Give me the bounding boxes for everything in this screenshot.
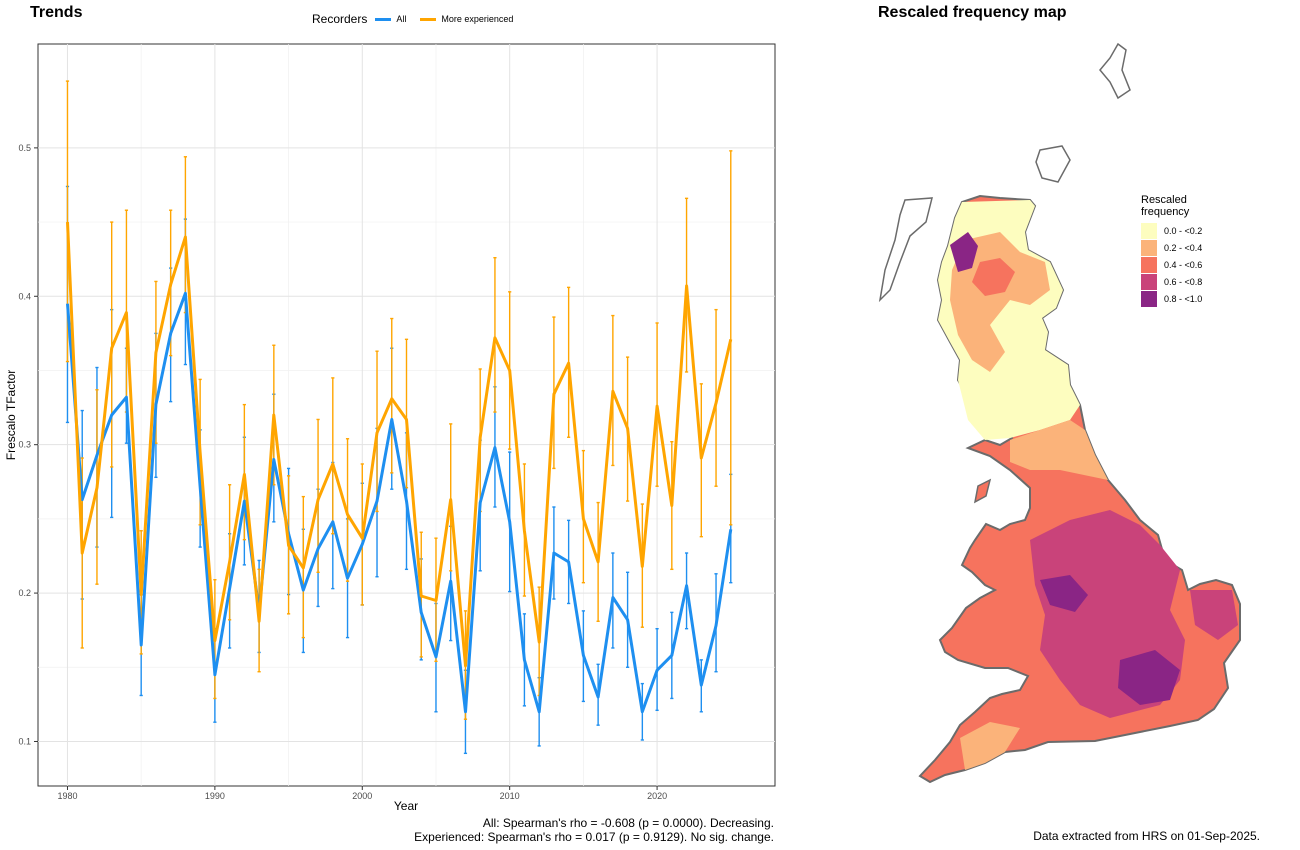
map-legend-item: 0.6 - <0.8: [1141, 273, 1202, 290]
trends-title: Trends: [30, 4, 83, 21]
map-title: Rescaled frequency map: [878, 4, 1067, 21]
map-legend-label: 0.0 - <0.2: [1164, 225, 1203, 236]
error-bar-experienced: [390, 317, 394, 474]
map-east-anglia: [1190, 590, 1238, 640]
x-axis-label: Year: [394, 799, 418, 813]
error-bar-experienced: [729, 150, 733, 526]
map-legend-title-line1: Rescaled: [1141, 194, 1187, 206]
y-tick-label: 0.1: [18, 736, 31, 746]
error-bar-experienced: [242, 403, 246, 541]
map-legend-swatch: [1141, 256, 1157, 273]
map-highland-hotspot: [950, 232, 978, 272]
map-legend-swatch: [1141, 239, 1157, 256]
map-scotland-mid: [950, 232, 1050, 372]
map-legend-swatch: [1141, 273, 1157, 290]
error-bar-experienced: [331, 377, 335, 535]
map-shetland: [1099, 42, 1131, 100]
legend-title: Recorders: [312, 12, 368, 26]
legend-key-experienced: [420, 17, 437, 21]
y-tick-label: 0.5: [18, 143, 31, 153]
map-legend-label: 0.2 - <0.4: [1164, 242, 1203, 253]
error-bar-experienced: [493, 256, 497, 413]
map-legend-item: 0.4 - <0.6: [1141, 256, 1202, 273]
map-legend-item: 0.2 - <0.4: [1141, 239, 1202, 256]
chart-legend: Recorders All More experienced: [312, 12, 525, 26]
y-axis-label: Frescalo TFactor: [4, 370, 18, 460]
series-line-experienced: [66, 222, 733, 668]
series-line-all: [66, 291, 733, 714]
map-legend-swatch: [1141, 290, 1157, 307]
y-tick-label: 0.3: [18, 440, 31, 450]
y-tick-label: 0.4: [18, 291, 31, 301]
map-south-core: [1118, 650, 1180, 705]
map-legend-label: 0.4 - <0.6: [1164, 259, 1203, 270]
map-isle-of-man: [973, 478, 992, 504]
map-legend-label: 0.8 - <1.0: [1164, 293, 1203, 304]
y-tick-label: 0.2: [18, 588, 31, 598]
map-legend-label: 0.6 - <0.8: [1164, 276, 1203, 287]
caption-line-experienced: Experienced: Spearman's rho = 0.017 (p =…: [414, 830, 774, 844]
map-north-england: [1010, 420, 1108, 480]
x-tick-label: 1980: [57, 791, 77, 801]
x-tick-label: 1990: [205, 791, 225, 801]
series-layer: [65, 80, 733, 755]
map-hebrides: [878, 197, 933, 303]
map-legend-title-line2: frequency: [1141, 206, 1190, 218]
map-southwest: [960, 722, 1020, 770]
caption-line-all: All: Spearman's rho = -0.608 (p = 0.0000…: [482, 816, 774, 830]
axes: 0.1 0.2 0.3 0.4 0.5 1980 1990 2000 2010 2020: [18, 143, 667, 801]
map-legend-swatch: [1141, 222, 1157, 239]
error-bar-experienced: [699, 383, 703, 538]
legend-label-experienced: More experienced: [441, 14, 514, 24]
x-tick-label: 2000: [352, 791, 372, 801]
map-orkney: [1035, 145, 1071, 183]
error-bar-experienced: [449, 423, 453, 572]
map-legend-item: 0.0 - <0.2: [1141, 222, 1202, 239]
data-source-note: Data extracted from HRS on 01-Sep-2025.: [1033, 829, 1260, 843]
map-legend: Rescaled frequency 0.0 - <0.2 0.2 - <0.4…: [1141, 194, 1202, 307]
x-tick-label: 2020: [647, 791, 667, 801]
trend-caption: All: Spearman's rho = -0.608 (p = 0.0000…: [414, 816, 774, 844]
legend-key-all: [375, 17, 392, 21]
map-legend-item: 0.8 - <1.0: [1141, 290, 1202, 307]
trends-chart: 0.1 0.2 0.3 0.4 0.5 1980 1990 2000 2010 2020 Year…: [4, 43, 776, 813]
x-tick-label: 2010: [500, 791, 520, 801]
legend-label-all: All: [396, 14, 407, 24]
map-scotland-high: [972, 258, 1015, 296]
map-midlands-core: [1040, 575, 1088, 612]
map-legend-title: Rescaled frequency: [1141, 194, 1202, 218]
